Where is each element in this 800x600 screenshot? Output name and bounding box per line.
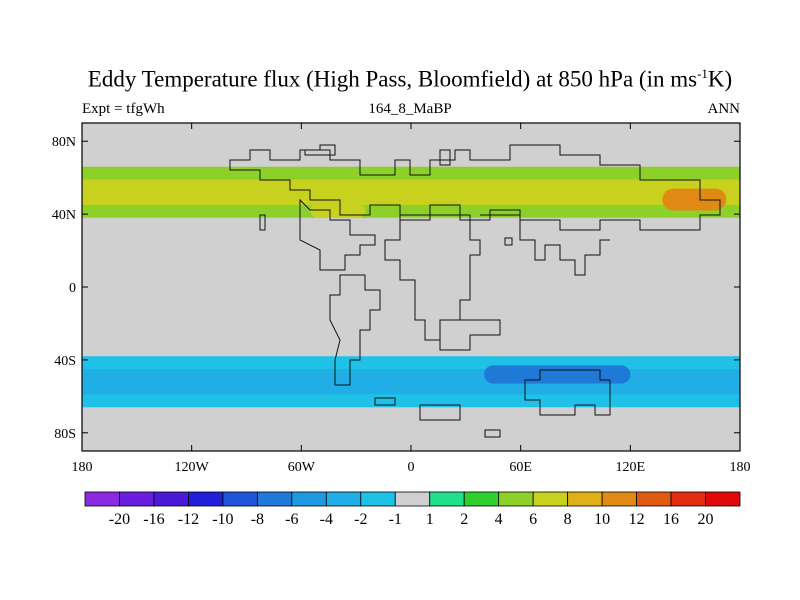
y-tick-label: 40S: [54, 354, 76, 369]
x-tick-label: 120E: [616, 460, 646, 475]
colorbar-label: -20: [109, 511, 130, 528]
axes: 180 120W 60W 0 60E 120E 180 80N 40N 0 40S 80S: [52, 123, 751, 475]
run-label: 164_8_MaBP: [368, 101, 452, 117]
colorbar-label: -16: [143, 511, 164, 528]
x-tick-label: 120W: [175, 460, 210, 475]
y-tick-label: 40N: [52, 208, 76, 223]
contour-fields: [82, 123, 740, 451]
colorbar-swatch: [429, 491, 465, 507]
x-tick-label: 180: [72, 460, 93, 475]
x-tick-label: 0: [408, 460, 415, 475]
y-tick-label: 80N: [52, 135, 76, 150]
colorbar-swatch: [463, 491, 500, 507]
title-main: Eddy Temperature flux (High Pass, Bloomf…: [87, 66, 698, 92]
colorbar-swatch: [256, 491, 293, 507]
colorbar-swatch: [188, 491, 224, 507]
field-nh-atlantic-max: [310, 203, 366, 218]
field-sh-storm-track-main--core: [82, 369, 740, 395]
colorbar-swatch: [325, 491, 362, 507]
field-sh-indian-ocean-min: [484, 365, 631, 384]
colorbar-swatch: [222, 491, 258, 507]
y-tick-label: 80S: [54, 427, 76, 442]
season-label: ANN: [707, 101, 741, 117]
x-tick-label: 180: [730, 460, 751, 475]
colorbar-swatch: [291, 491, 327, 507]
colorbar-label: 10: [594, 511, 610, 528]
colorbar-swatch: [119, 491, 155, 507]
field-nh-storm-track-main--core: [82, 179, 740, 205]
colorbar-swatch: [601, 491, 637, 507]
colorbar-swatch: [498, 491, 534, 507]
colorbar-swatch: [670, 491, 706, 507]
colorbar-label: -4: [320, 511, 333, 528]
colorbar-label: 16: [663, 511, 679, 528]
colorbar-label: 20: [698, 511, 714, 528]
colorbar-label: -2: [354, 511, 367, 528]
colorbar-label: -6: [285, 511, 298, 528]
colorbar-swatch: [84, 491, 120, 507]
colorbar-label: 6: [529, 511, 537, 528]
colorbar-label: -8: [251, 511, 264, 528]
y-tick-label: 0: [69, 281, 76, 296]
experiment-label: Expt = tfgWh: [82, 101, 165, 117]
colorbar-label: -1: [389, 511, 402, 528]
field-nh-pacific-max: [662, 188, 727, 211]
colorbar-swatch: [394, 491, 431, 507]
colorbar-swatch: [705, 491, 741, 507]
colorbar-label: 12: [629, 511, 645, 528]
colorbar-label: -10: [212, 511, 233, 528]
x-tick-label: 60W: [288, 460, 316, 475]
colorbar: -20 -16 -12 -10 -8 -6 -4 -2 -1 1 2 4 6 8 10 12 16 20: [84, 491, 741, 528]
title-end: K): [707, 66, 733, 92]
colorbar-label: 2: [460, 511, 468, 528]
colorbar-swatch: [360, 491, 396, 507]
coastline-outline: [229, 144, 721, 438]
colorbar-label: 4: [495, 511, 503, 528]
colorbar-label: -12: [178, 511, 199, 528]
colorbar-swatch: [567, 491, 603, 507]
colorbar-swatch: [636, 491, 672, 507]
colorbar-label: 1: [426, 511, 434, 528]
colorbar-swatch: [153, 491, 189, 507]
title-superscript: -1: [697, 66, 708, 81]
x-tick-label: 60E: [509, 460, 532, 475]
chart-title: Eddy Temperature flux (High Pass, Bloomf…: [60, 66, 760, 93]
colorbar-swatch: [532, 491, 569, 507]
colorbar-label: 8: [564, 511, 572, 528]
